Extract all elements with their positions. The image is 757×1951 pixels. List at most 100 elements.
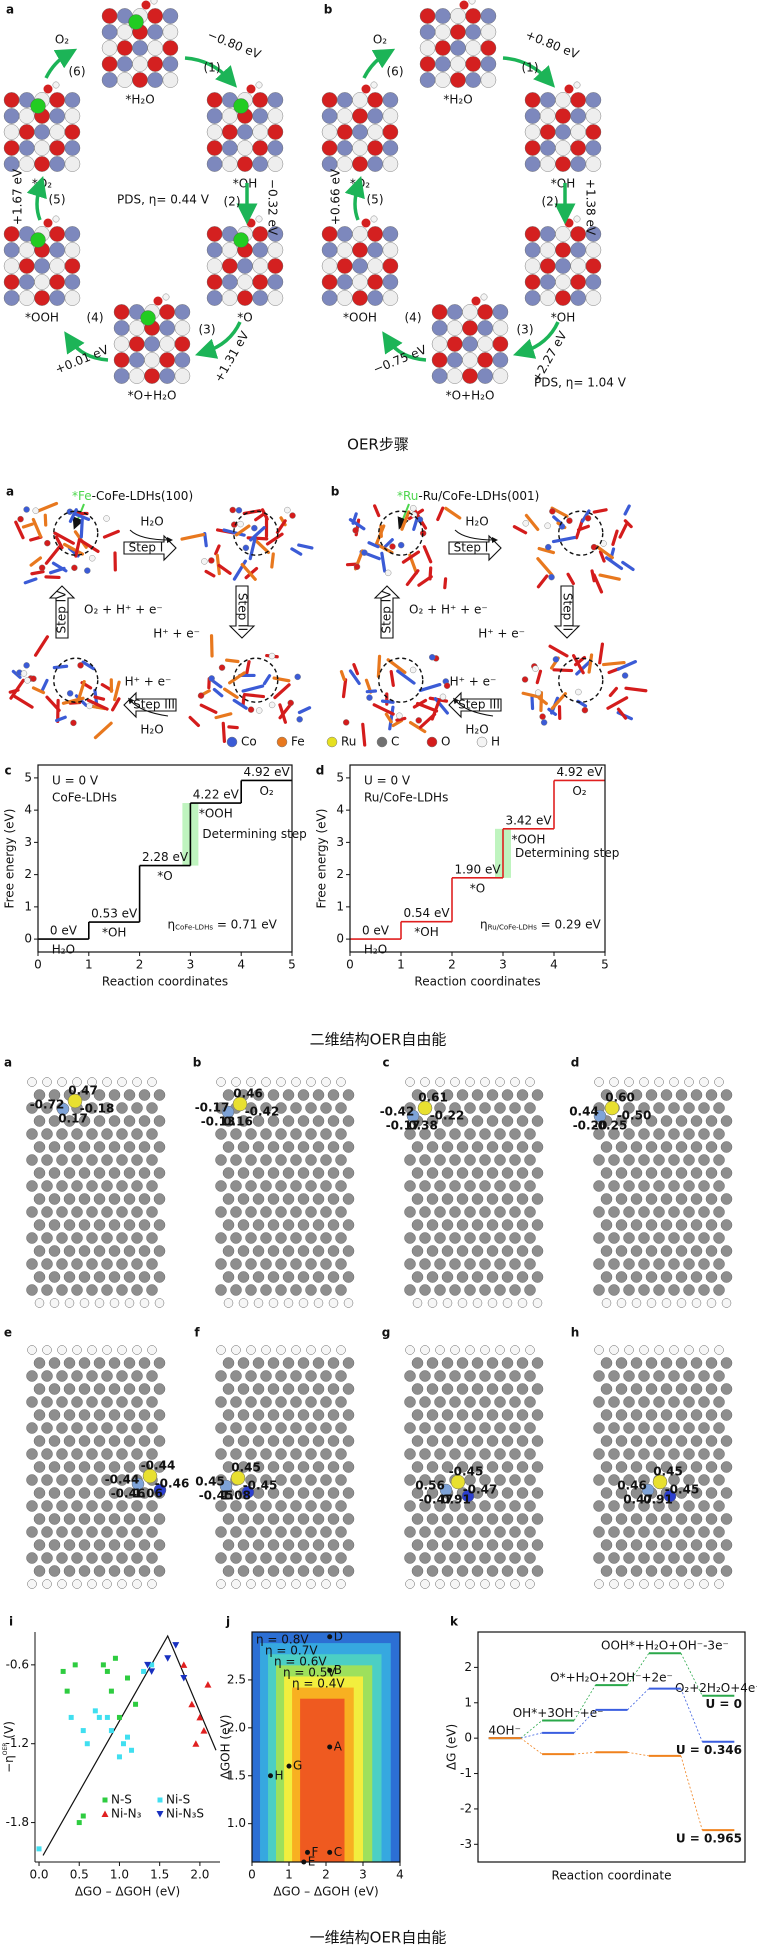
carbon	[305, 1284, 317, 1296]
scatter-point	[204, 1681, 212, 1688]
hydrogen	[661, 1298, 672, 1308]
state-label: H₂O	[52, 943, 75, 957]
atom	[431, 304, 448, 320]
note: CoFe-LDHs	[52, 791, 117, 805]
carbon	[297, 1487, 310, 1499]
atom	[113, 368, 130, 384]
carbon	[146, 1422, 158, 1434]
carbon	[441, 1219, 454, 1231]
carbon	[297, 1219, 310, 1231]
hydrogen	[246, 1579, 256, 1589]
carbon	[690, 1141, 703, 1153]
carbon	[600, 1357, 613, 1369]
bond	[530, 695, 535, 711]
active-site	[30, 98, 46, 114]
x-tick-label: 3	[499, 958, 507, 972]
atom	[434, 56, 451, 72]
carbon	[327, 1357, 340, 1369]
atom	[3, 274, 20, 290]
carbon	[419, 1180, 431, 1192]
hydrogen	[654, 1579, 664, 1589]
carbon	[305, 1206, 317, 1218]
atom	[103, 515, 110, 522]
carbon	[426, 1357, 439, 1369]
value-label: 4.92 eV	[244, 765, 291, 779]
carbon	[146, 1232, 158, 1244]
atom	[159, 304, 175, 320]
carbon	[441, 1115, 454, 1127]
x-tick-label: 4	[396, 1868, 404, 1882]
bond	[73, 512, 91, 521]
slab-structure	[101, 0, 179, 88]
carbon	[101, 1102, 113, 1114]
carbon	[230, 1154, 242, 1166]
carbon	[48, 1167, 61, 1179]
atom	[540, 108, 556, 124]
scatter-point	[68, 1714, 74, 1720]
carbon	[222, 1219, 235, 1231]
carbon	[320, 1154, 332, 1166]
carbon	[623, 1128, 635, 1140]
overpotential: ηRu/CoFe-LDHs = 0.29 eV	[480, 917, 601, 932]
carbon	[683, 1474, 695, 1486]
carbon	[494, 1500, 506, 1512]
carbon	[320, 1232, 332, 1244]
bond	[273, 683, 291, 700]
carbon	[608, 1206, 620, 1218]
hydrogen	[684, 1579, 694, 1589]
atom	[321, 258, 338, 274]
carbon	[222, 1461, 235, 1473]
atom	[267, 156, 284, 172]
carbon	[305, 1154, 317, 1166]
carbon	[282, 1513, 295, 1525]
bond	[8, 688, 20, 694]
hydrogen	[261, 1579, 271, 1589]
carbon	[275, 1284, 287, 1296]
carbon	[297, 1435, 310, 1447]
carbon	[449, 1552, 461, 1564]
carbon	[645, 1565, 658, 1577]
carbon	[615, 1461, 628, 1473]
y-tick-label: -1	[460, 1766, 472, 1780]
carbon	[713, 1258, 725, 1270]
atom	[221, 156, 238, 172]
carbon	[131, 1500, 143, 1512]
carbon	[464, 1206, 476, 1218]
state-label: *OOH	[343, 311, 377, 325]
carbon	[675, 1513, 688, 1525]
hydrogen	[42, 1345, 52, 1355]
carbon	[26, 1128, 38, 1140]
carbon	[335, 1396, 347, 1408]
carbon	[705, 1193, 718, 1205]
carbon	[290, 1102, 302, 1114]
carbon	[290, 1154, 302, 1166]
carbon	[593, 1396, 605, 1408]
atom	[462, 336, 478, 352]
atom	[431, 352, 448, 368]
atom	[267, 226, 284, 242]
carbon	[63, 1141, 76, 1153]
carbon	[327, 1167, 340, 1179]
hydrogen	[639, 1345, 649, 1355]
carbon	[237, 1245, 250, 1257]
carbon	[660, 1271, 673, 1283]
caption: OER步骤	[347, 436, 409, 454]
atom	[585, 108, 602, 124]
carbon	[660, 1357, 673, 1369]
carbon	[668, 1102, 680, 1114]
bond	[53, 531, 75, 545]
carbon	[630, 1513, 643, 1525]
carbon	[441, 1089, 454, 1101]
scatter-point	[286, 1763, 292, 1769]
adsorbate	[370, 215, 378, 223]
carbon	[108, 1141, 121, 1153]
carbon	[593, 1180, 605, 1192]
carbon	[456, 1115, 469, 1127]
carbon	[600, 1383, 613, 1395]
carbon	[252, 1565, 265, 1577]
carbon	[290, 1474, 302, 1486]
atom	[352, 156, 368, 172]
atom	[477, 368, 494, 384]
scatter-point	[125, 1675, 130, 1681]
carbon	[312, 1089, 325, 1101]
